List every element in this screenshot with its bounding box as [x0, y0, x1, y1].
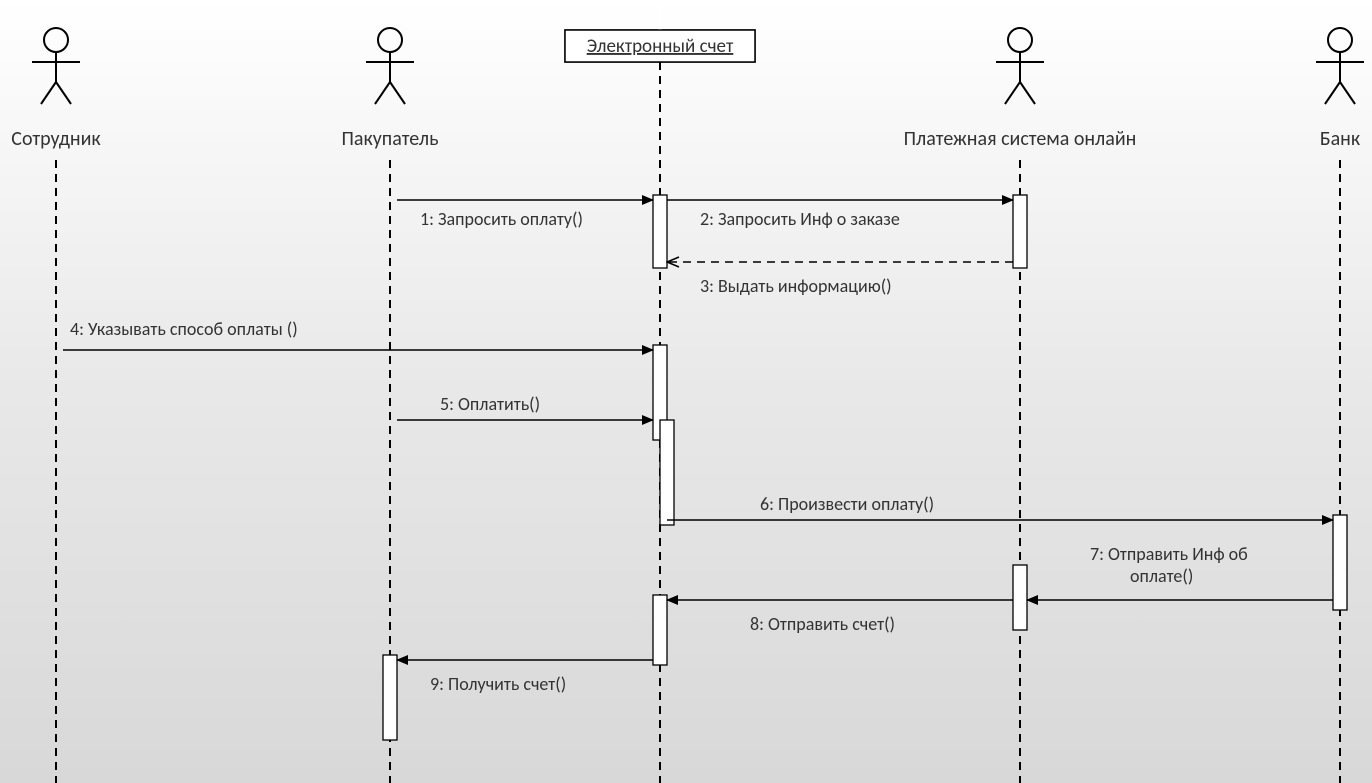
message-label-7-line2: оплате() [1130, 565, 1193, 587]
actor-label-paysys: Платежная система онлайн [904, 127, 1137, 151]
actor-label-buyer: Пакупатель [341, 127, 438, 151]
actor-buyer: Пакупатель [341, 28, 438, 151]
svg-text:Электронный счет: Электронный счет [587, 35, 734, 58]
message-label-7: 7: Отправить Инф об [1090, 543, 1248, 565]
message-label-1: 1: Запросить оплату() [420, 208, 583, 230]
message-label-9: 9: Получить счет() [430, 673, 566, 695]
activation-invoice-3 [660, 420, 674, 525]
message-label-5: 5: Оплатить() [440, 393, 540, 415]
activation-buyer-7 [383, 655, 397, 740]
message-label-3: 3: Выдать информацию() [700, 275, 892, 297]
message-label-8: 8: Отправить счет() [750, 613, 895, 635]
activation-paysys-5 [1013, 565, 1027, 630]
actor-employee: Сотрудник [11, 28, 101, 151]
actor-label-bank: Банк [1320, 127, 1361, 151]
activation-paysys-1 [1013, 195, 1027, 268]
activation-invoice-6 [653, 595, 667, 665]
actor-label-employee: Сотрудник [11, 127, 101, 151]
activation-bank-4 [1333, 515, 1347, 610]
message-label-4: 4: Указывать способ оплаты () [70, 318, 298, 340]
actor-bank: Банк [1316, 28, 1364, 151]
message-label-6: 6: Произвести оплату() [760, 493, 934, 515]
message-label-2: 2: Запросить Инф о заказе [700, 208, 900, 230]
activation-invoice-0 [653, 195, 667, 268]
actor-paysys: Платежная система онлайн [904, 28, 1137, 151]
sequence-diagram: Сотрудник Пакупатель Электронный счет Плате… [0, 0, 1372, 783]
